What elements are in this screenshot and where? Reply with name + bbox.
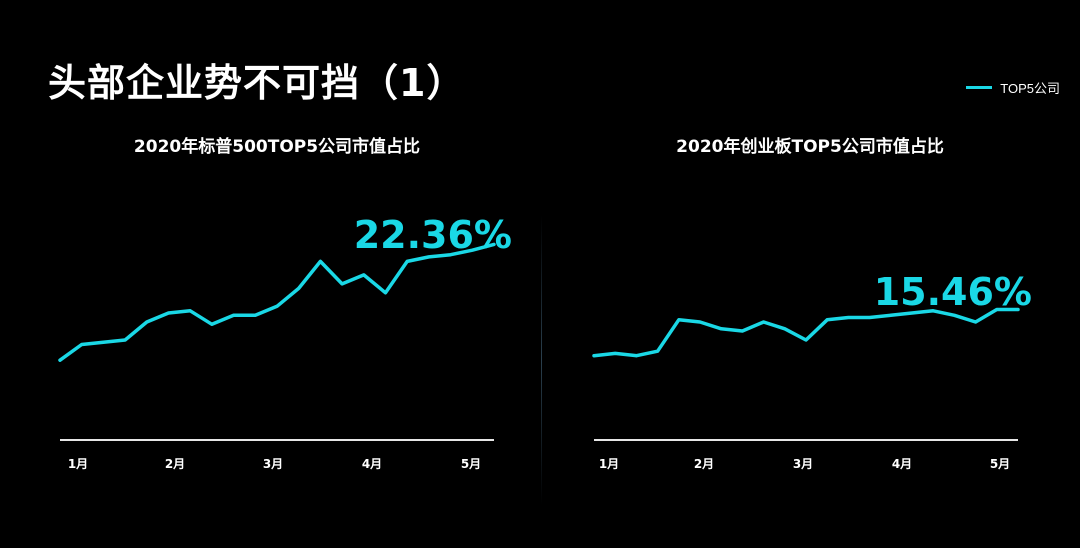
highlight-label-1: 15.46% bbox=[874, 270, 1032, 314]
tick-label-0-2: 3月 bbox=[263, 457, 283, 471]
tick-label-1-2: 3月 bbox=[793, 457, 813, 471]
tick-label-0-4: 5月 bbox=[461, 457, 481, 471]
tick-label-1-0: 1月 bbox=[599, 457, 619, 471]
legend-swatch bbox=[966, 86, 993, 89]
series-line-0 bbox=[58, 242, 496, 362]
tick-label-1-1: 2月 bbox=[694, 457, 714, 471]
page-title: 头部企业势不可挡（1） bbox=[48, 61, 466, 105]
panel-divider bbox=[541, 215, 542, 505]
series-line-1 bbox=[592, 307, 1020, 358]
tick-label-1-4: 5月 bbox=[990, 457, 1010, 471]
tick-label-1-3: 4月 bbox=[892, 457, 912, 471]
chart-title-chinext: 2020年创业板TOP5公司市值占比 bbox=[676, 137, 944, 157]
legend: TOP5公司 bbox=[966, 78, 1060, 97]
chart-title-sp500: 2020年标普500TOP5公司市值占比 bbox=[133, 137, 421, 157]
legend-label: TOP5公司 bbox=[1000, 81, 1060, 96]
tick-label-0-0: 1月 bbox=[68, 457, 88, 471]
tick-label-0-3: 4月 bbox=[362, 457, 382, 471]
tick-label-0-1: 2月 bbox=[165, 457, 185, 471]
highlight-label-0: 22.36% bbox=[354, 213, 512, 257]
